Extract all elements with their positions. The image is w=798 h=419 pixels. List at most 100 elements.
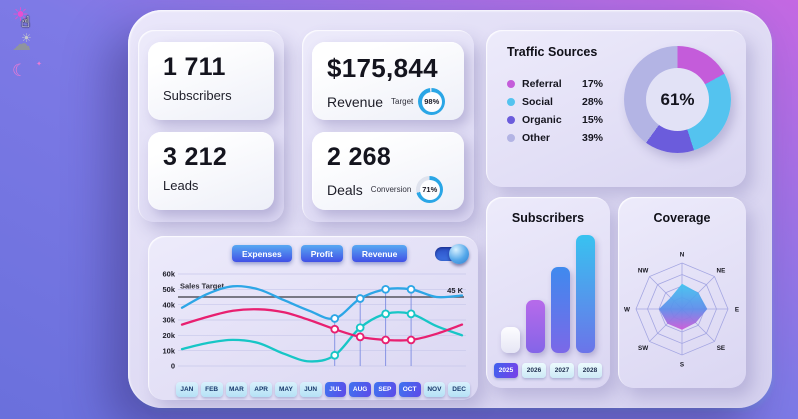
month-button-mar[interactable]: MAR <box>225 382 248 397</box>
legend-color-dot <box>507 134 515 142</box>
legend-value: 39% <box>582 132 604 144</box>
donut-center-value: 61% <box>660 89 695 109</box>
moon-icon[interactable]: ☾ ✦ <box>12 60 42 81</box>
month-button-sep[interactable]: SEP <box>374 382 396 397</box>
legend-color-dot <box>507 98 515 106</box>
legend-value: 28% <box>582 96 604 108</box>
revenue-value: $175,844 <box>327 53 438 83</box>
coverage-title: Coverage <box>653 211 711 225</box>
stats-group-right: $175,844 Revenue Target 98% 2 268 Deals … <box>302 30 474 222</box>
svg-text:Sales Target: Sales Target <box>180 281 225 290</box>
month-button-jan[interactable]: JAN <box>176 382 198 397</box>
svg-text:10k: 10k <box>162 346 175 355</box>
legend-label: Referral <box>522 78 562 90</box>
month-selector-row: JAN FEB MAR APR MAY JUN JUL AUG SEP OCT NOV DEC <box>176 382 470 397</box>
legend-value: 17% <box>582 78 604 90</box>
legend-label: Organic <box>522 114 562 126</box>
line-chart-area: 60k 50k 40k 30k 20k 10k 0 Sales Target 45 K <box>152 264 474 379</box>
traffic-donut-chart: 61% <box>624 46 731 153</box>
year-button-2027[interactable]: 2027 <box>550 363 574 378</box>
year-selector-row: 2025 2026 2027 2028 <box>494 363 602 378</box>
legend-item: Referral 17% <box>507 78 603 90</box>
chart-toolbar: Expenses Profit Revenue <box>232 243 469 264</box>
cloud-body-icon: ☁ <box>12 33 31 55</box>
svg-text:S: S <box>680 361 684 368</box>
month-button-aug[interactable]: AUG <box>349 382 371 397</box>
month-button-may[interactable]: MAY <box>275 382 297 397</box>
bar-2025 <box>501 327 520 353</box>
month-button-jul[interactable]: JUL <box>324 382 347 397</box>
target-progress-ring: 98% <box>418 88 446 115</box>
dashboard-card: 1 711 Subscribers 3 212 Leads $175,844 R… <box>128 10 772 408</box>
bar-2028 <box>576 235 595 353</box>
svg-text:50k: 50k <box>162 285 175 294</box>
leads-stat-card: 3 212 Leads <box>148 132 274 210</box>
legend-color-dot <box>507 80 515 88</box>
year-button-2026[interactable]: 2026 <box>522 363 546 378</box>
svg-text:NW: NW <box>638 267 649 274</box>
svg-text:20k: 20k <box>162 331 175 340</box>
line-chart: 60k 50k 40k 30k 20k 10k 0 Sales Target 45 K <box>162 270 466 371</box>
subscribers-value: 1 711 <box>163 53 226 81</box>
svg-text:0: 0 <box>171 362 175 371</box>
month-button-nov[interactable]: NOV <box>423 382 446 397</box>
coverage-panel: Coverage N NE E SE S SW W NW <box>618 197 746 388</box>
svg-text:N: N <box>680 251 685 258</box>
conversion-label: Conversion <box>370 185 412 194</box>
svg-text:SE: SE <box>717 345 725 352</box>
chart-toggle-switch[interactable] <box>435 243 469 264</box>
svg-text:60k: 60k <box>162 270 175 279</box>
trends-chart-panel: Expenses Profit Revenue 60k 50k 40k 30k 20k 1… <box>148 236 478 400</box>
revenue-label: Revenue <box>327 93 384 110</box>
expenses-button[interactable]: Expenses <box>232 245 292 262</box>
svg-text:45 K: 45 K <box>447 286 463 295</box>
legend-label: Other <box>522 132 551 144</box>
month-button-dec[interactable]: DEC <box>448 382 470 397</box>
bar-2027 <box>551 266 570 353</box>
month-button-jun[interactable]: JUN <box>299 382 322 397</box>
subscribers-bar-chart <box>501 233 595 353</box>
target-progress-value: 98% <box>421 91 442 112</box>
legend-value: 15% <box>582 114 604 126</box>
month-button-apr[interactable]: APR <box>250 382 272 397</box>
theme-sidebar: ☀ ☀ ☁ ☾ ✦ <box>12 4 42 81</box>
month-button-oct[interactable]: OCT <box>398 382 421 397</box>
cloud-icon[interactable]: ☀ ☁ <box>12 31 36 55</box>
legend-item: Other 39% <box>507 132 603 144</box>
sun-icon[interactable]: ☀ <box>12 4 30 26</box>
cloud-sun-icon: ☀ <box>21 31 32 45</box>
conversion-progress-value: 71% <box>419 179 440 200</box>
svg-text:30k: 30k <box>162 316 175 325</box>
subscribers-chart-title: Subscribers <box>511 211 585 225</box>
mouse-cursor-icon: ☝ <box>21 13 31 31</box>
stats-group-left: 1 711 Subscribers 3 212 Leads <box>138 30 284 222</box>
star-icon: ✦ <box>36 60 42 68</box>
svg-text:W: W <box>624 306 630 313</box>
traffic-legend: Referral 17% Social 28% Organic 15% Other 39% <box>507 78 603 144</box>
bar-2026 <box>526 299 545 353</box>
month-button-feb[interactable]: FEB <box>200 382 223 397</box>
legend-color-dot <box>507 116 515 124</box>
deals-stat-card: 2 268 Deals Conversion 71% <box>312 132 464 210</box>
target-label: Target <box>391 97 414 106</box>
revenue-button[interactable]: Revenue <box>351 245 408 262</box>
subscribers-chart-panel: Subscribers 2025 2026 2027 2028 <box>486 197 610 388</box>
year-button-2025[interactable]: 2025 <box>494 363 518 378</box>
deals-label: Deals <box>327 181 363 198</box>
year-button-2028[interactable]: 2028 <box>578 363 602 378</box>
profit-button[interactable]: Profit <box>300 245 343 262</box>
revenue-stat-card: $175,844 Revenue Target 98% <box>312 42 464 120</box>
legend-item: Organic 15% <box>507 114 603 126</box>
leads-label: Leads <box>163 178 199 193</box>
traffic-sources-panel: Traffic Sources Referral 17% Social 28% Orga… <box>486 30 746 187</box>
svg-text:NE: NE <box>717 267 726 274</box>
legend-label: Social <box>522 96 553 108</box>
conversion-progress-ring: 71% <box>416 176 444 203</box>
subscribers-label: Subscribers <box>163 88 232 103</box>
svg-text:E: E <box>735 306 739 313</box>
leads-value: 3 212 <box>163 143 228 171</box>
svg-text:SW: SW <box>638 345 648 352</box>
subscribers-stat-card: 1 711 Subscribers <box>148 42 274 120</box>
svg-text:40k: 40k <box>162 300 175 309</box>
traffic-sources-title: Traffic Sources <box>507 45 598 59</box>
